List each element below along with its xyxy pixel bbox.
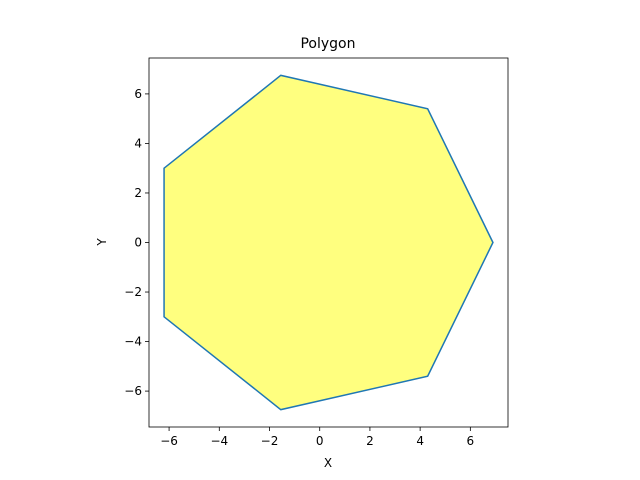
y-tick-label: 2 — [134, 186, 142, 200]
polygon-shape — [163, 74, 494, 411]
chart-title: Polygon — [300, 36, 355, 52]
y-axis-ticks: −6 −4 −2 0 2 4 6 — [124, 87, 149, 398]
y-axis-label: Y — [95, 238, 109, 247]
x-axis-ticks: −6 −4 −2 0 2 4 6 — [160, 427, 474, 448]
x-tick-label: 0 — [316, 434, 324, 448]
y-tick-label: −6 — [124, 384, 142, 398]
y-tick-label: 4 — [134, 136, 142, 150]
x-axis-label: X — [324, 456, 332, 470]
x-tick-label: 4 — [416, 434, 424, 448]
y-tick-label: 0 — [134, 236, 142, 250]
x-tick-label: 6 — [467, 434, 475, 448]
x-tick-label: −6 — [160, 434, 178, 448]
y-tick-label: −4 — [124, 335, 142, 349]
x-tick-label: −4 — [210, 434, 228, 448]
x-tick-label: −2 — [261, 434, 279, 448]
x-tick-label: 2 — [366, 434, 374, 448]
plot-area — [148, 57, 509, 428]
y-tick-label: −2 — [124, 285, 142, 299]
y-tick-label: 6 — [134, 87, 142, 101]
